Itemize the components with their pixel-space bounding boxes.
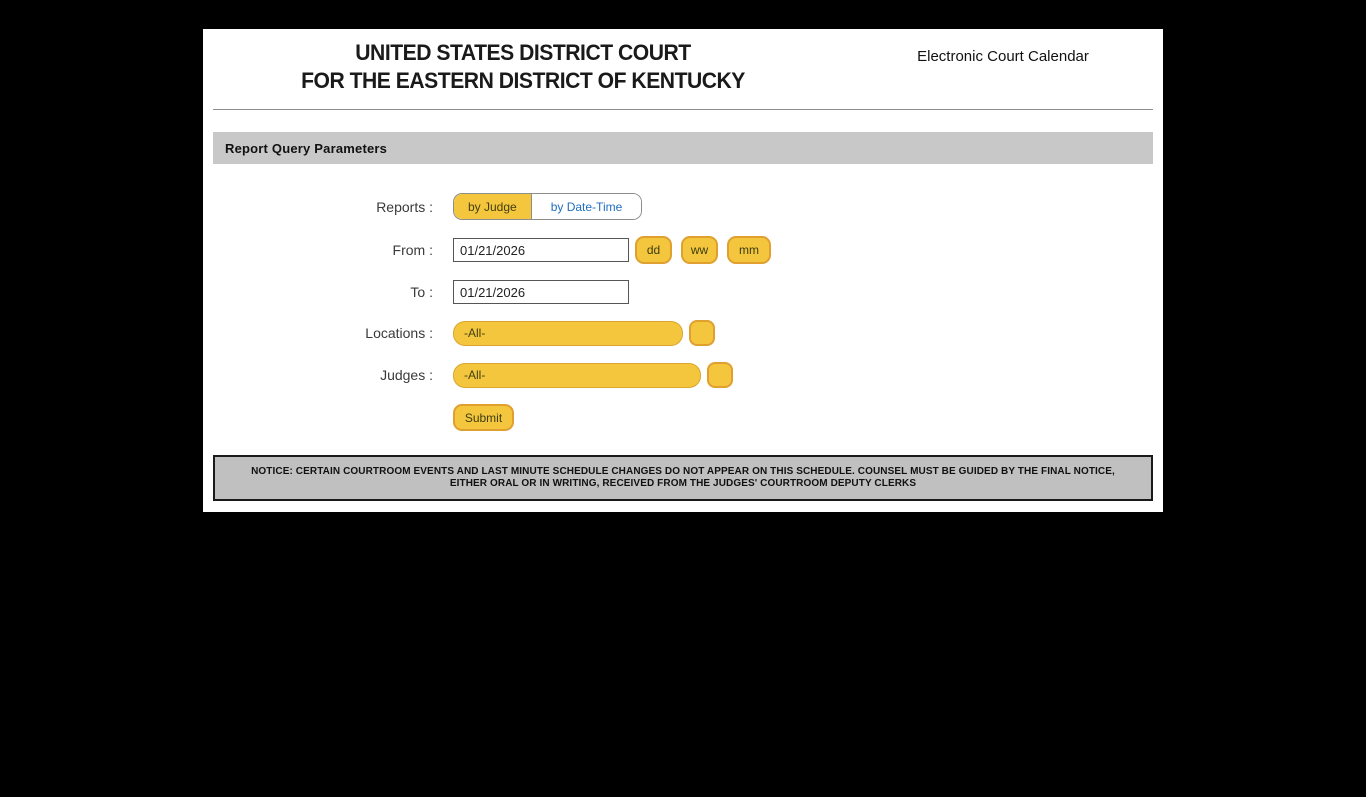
from-date-input[interactable] xyxy=(453,238,629,262)
court-calendar-page: UNITED STATES DISTRICT COURT FOR THE EAS… xyxy=(203,29,1163,512)
judges-dropdown-button[interactable] xyxy=(707,362,733,388)
section-title: Report Query Parameters xyxy=(225,140,388,156)
locations-select[interactable]: -All- xyxy=(453,320,683,346)
reports-toggle-by-judge[interactable]: by Judge xyxy=(454,194,532,219)
reports-toggle-group: by Judge by Date-Time xyxy=(453,193,643,220)
calendar-label: Electronic Court Calendar xyxy=(917,48,1089,65)
from-row: From : dd ww mm xyxy=(203,236,1163,264)
judges-select[interactable]: -All- xyxy=(453,362,701,388)
judges-select-value: -All- xyxy=(464,368,486,382)
reports-toggle-by-date-time[interactable]: by Date-Time xyxy=(531,194,642,219)
from-week-button[interactable]: ww xyxy=(681,236,718,264)
locations-label: Locations : xyxy=(365,325,433,341)
from-month-button[interactable]: mm xyxy=(727,236,771,264)
locations-dropdown-button[interactable] xyxy=(689,320,715,346)
reports-label: Reports : xyxy=(376,198,433,215)
query-form: Reports : by Judge by Date-Time From : d… xyxy=(203,193,1163,431)
court-title-line1: UNITED STATES DISTRICT COURT xyxy=(355,40,691,65)
court-title-line2: FOR THE EASTERN DISTRICT OF KENTUCKY xyxy=(301,68,745,93)
judges-label: Judges : xyxy=(380,367,433,383)
submit-button[interactable]: Submit xyxy=(453,404,514,431)
page-header: UNITED STATES DISTRICT COURT FOR THE EAS… xyxy=(203,29,1163,95)
from-label: From : xyxy=(392,242,433,258)
locations-select-value: -All- xyxy=(464,326,486,340)
header-divider xyxy=(213,109,1153,110)
submit-row: Submit xyxy=(453,404,1163,431)
from-day-button[interactable]: dd xyxy=(635,236,672,264)
court-title: UNITED STATES DISTRICT COURT FOR THE EAS… xyxy=(203,39,843,95)
to-label: To : xyxy=(410,284,433,300)
notice-text: NOTICE: CERTAIN COURTROOM EVENTS AND LAS… xyxy=(251,466,1115,489)
section-header: Report Query Parameters xyxy=(213,132,1153,164)
to-row: To : xyxy=(203,280,1163,304)
locations-row: Locations : -All- xyxy=(203,320,1163,346)
to-date-input[interactable] xyxy=(453,280,629,304)
judges-row: Judges : -All- xyxy=(203,362,1163,388)
notice-box: NOTICE: CERTAIN COURTROOM EVENTS AND LAS… xyxy=(213,455,1153,501)
reports-row: Reports : by Judge by Date-Time xyxy=(203,193,1163,220)
